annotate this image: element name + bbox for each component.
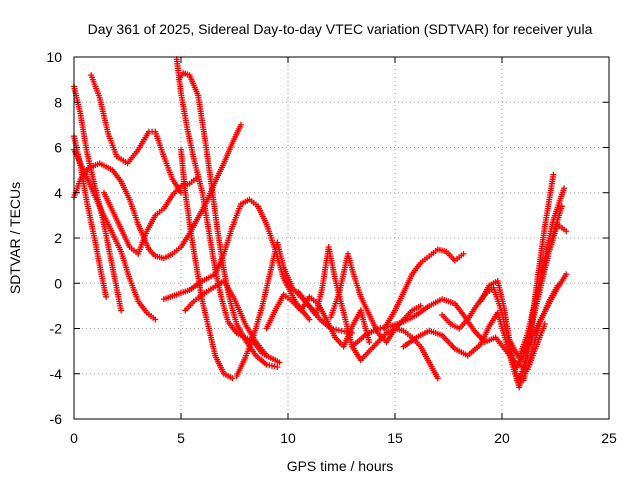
data-point bbox=[563, 271, 570, 278]
data-point bbox=[103, 293, 110, 300]
data-point bbox=[229, 375, 236, 382]
data-series bbox=[520, 221, 570, 355]
data-point bbox=[152, 316, 159, 323]
axis-ticks: 0 5 10 15 20 25 -6 -4 -2 0 2 4 6 8 10 bbox=[46, 49, 617, 446]
data-series bbox=[175, 69, 281, 370]
x-axis-label: GPS time / hours bbox=[287, 458, 394, 474]
data-point bbox=[237, 121, 244, 128]
data-point bbox=[550, 171, 557, 178]
y-tick-label: 6 bbox=[54, 140, 62, 156]
y-tick-label: 4 bbox=[54, 185, 62, 201]
x-tick-label: 10 bbox=[280, 430, 296, 446]
grid-lines bbox=[74, 57, 609, 419]
data-point bbox=[274, 363, 281, 370]
data-point bbox=[118, 307, 125, 314]
data-point bbox=[561, 185, 568, 192]
data-point bbox=[263, 352, 270, 359]
y-tick-label: -6 bbox=[50, 411, 63, 427]
y-tick-label: -2 bbox=[50, 321, 63, 337]
data-series bbox=[233, 239, 356, 380]
y-tick-label: 8 bbox=[54, 94, 62, 110]
data-point bbox=[563, 228, 570, 235]
data-series bbox=[327, 250, 424, 346]
chart-title: Day 361 of 2025, Sidereal Day-to-day VTE… bbox=[88, 21, 593, 37]
plot-area bbox=[71, 56, 570, 391]
data-series bbox=[263, 291, 373, 350]
y-tick-label: 0 bbox=[54, 275, 62, 291]
data-point bbox=[366, 339, 373, 346]
y-axis-label: SDTVAR / TECUs bbox=[7, 182, 23, 294]
x-tick-label: 0 bbox=[70, 430, 78, 446]
data-series bbox=[381, 246, 467, 332]
data-series bbox=[295, 244, 441, 382]
y-tick-label: 2 bbox=[54, 230, 62, 246]
x-tick-label: 25 bbox=[601, 430, 617, 446]
y-tick-label: 10 bbox=[46, 49, 62, 65]
x-tick-label: 15 bbox=[387, 430, 403, 446]
data-point bbox=[306, 316, 313, 323]
data-point bbox=[558, 203, 565, 210]
data-point bbox=[434, 375, 441, 382]
data-point bbox=[460, 250, 467, 257]
data-point bbox=[417, 302, 424, 309]
data-series bbox=[71, 146, 159, 323]
data-series bbox=[88, 72, 184, 196]
x-tick-label: 20 bbox=[494, 430, 510, 446]
data-series bbox=[511, 271, 570, 373]
data-point bbox=[276, 359, 283, 366]
x-tick-label: 5 bbox=[177, 430, 185, 446]
y-tick-label: -4 bbox=[50, 366, 63, 382]
